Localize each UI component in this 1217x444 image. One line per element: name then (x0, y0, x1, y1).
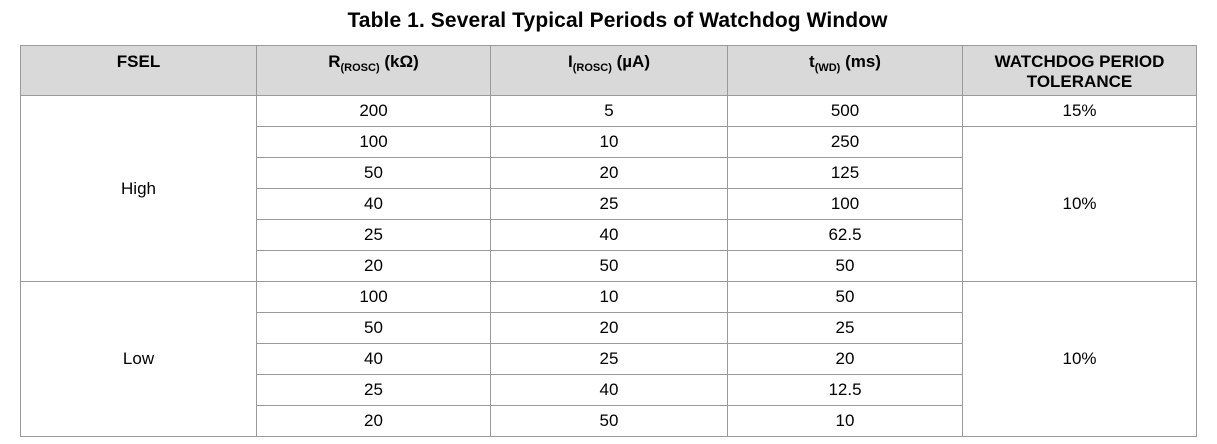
table-row: 50 20 25 (21, 312, 1197, 344)
r-cell: 20 (256, 250, 491, 282)
i-cell: 10 (490, 281, 728, 313)
t-cell: 125 (727, 157, 963, 189)
table-row: 50 20 125 (21, 157, 1197, 189)
r-cell: 25 (256, 219, 491, 251)
table-row: High 200 5 500 15% (20, 95, 1197, 282)
i-cell: 25 (490, 188, 728, 220)
t-cell: 10 (727, 405, 963, 437)
t-cell: 500 (727, 95, 963, 127)
t-cell: 20 (727, 343, 963, 375)
t-cell: 50 (727, 250, 963, 282)
table-row: 40 25 20 (21, 343, 1197, 375)
t-cell: 250 (727, 126, 963, 158)
t-cell: 100 (727, 188, 963, 220)
r-cell: 100 (256, 281, 491, 313)
t-cell: 25 (727, 312, 963, 344)
header-fsel: FSEL (20, 45, 257, 96)
i-cell: 20 (490, 157, 728, 189)
r-cell: 50 (256, 157, 491, 189)
t-cell: 50 (727, 281, 963, 313)
table-row: 40 25 100 (21, 188, 1197, 220)
tolerance-cell: 10% (962, 281, 1197, 437)
i-cell: 50 (490, 405, 728, 437)
r-cell: 20 (256, 405, 491, 437)
table-row: 25 40 62.5 (21, 219, 1197, 251)
r-cell: 100 (256, 126, 491, 158)
header-row: FSEL R(ROSC) (kΩ) I(ROSC) (µA) t(WD) (ms… (20, 45, 1197, 96)
watchdog-period-table: FSEL R(ROSC) (kΩ) I(ROSC) (µA) t(WD) (ms… (20, 45, 1197, 437)
table-row: 25 40 12.5 (21, 374, 1197, 406)
tolerance-cell: 15% (962, 95, 1197, 127)
fsel-cell-low: Low (20, 281, 257, 437)
table-row: Low 100 10 50 10% (20, 281, 1197, 437)
i-cell: 50 (490, 250, 728, 282)
header-r-rosc: R(ROSC) (kΩ) (256, 45, 491, 96)
i-cell: 20 (490, 312, 728, 344)
i-cell: 40 (490, 374, 728, 406)
fsel-cell-high: High (20, 95, 257, 282)
i-cell: 10 (490, 126, 728, 158)
table-row: 20 50 10 (21, 405, 1197, 437)
table-row: 20 50 50 (21, 250, 1197, 282)
r-cell: 40 (256, 188, 491, 220)
r-cell: 200 (256, 95, 491, 127)
t-cell: 12.5 (727, 374, 963, 406)
i-cell: 40 (490, 219, 728, 251)
r-cell: 25 (256, 374, 491, 406)
t-cell: 62.5 (727, 219, 963, 251)
header-t-wd: t(WD) (ms) (727, 45, 963, 96)
i-cell: 25 (490, 343, 728, 375)
r-cell: 40 (256, 343, 491, 375)
i-cell: 5 (490, 95, 728, 127)
header-watchdog-period-tolerance: WATCHDOG PERIOD TOLERANCE (962, 45, 1197, 96)
table-title: Table 1. Several Typical Periods of Watc… (347, 9, 888, 32)
table-row: 100 10 250 10% (21, 126, 1197, 282)
header-i-rosc: I(ROSC) (µA) (490, 45, 728, 96)
tolerance-cell: 10% (962, 126, 1197, 282)
r-cell: 50 (256, 312, 491, 344)
